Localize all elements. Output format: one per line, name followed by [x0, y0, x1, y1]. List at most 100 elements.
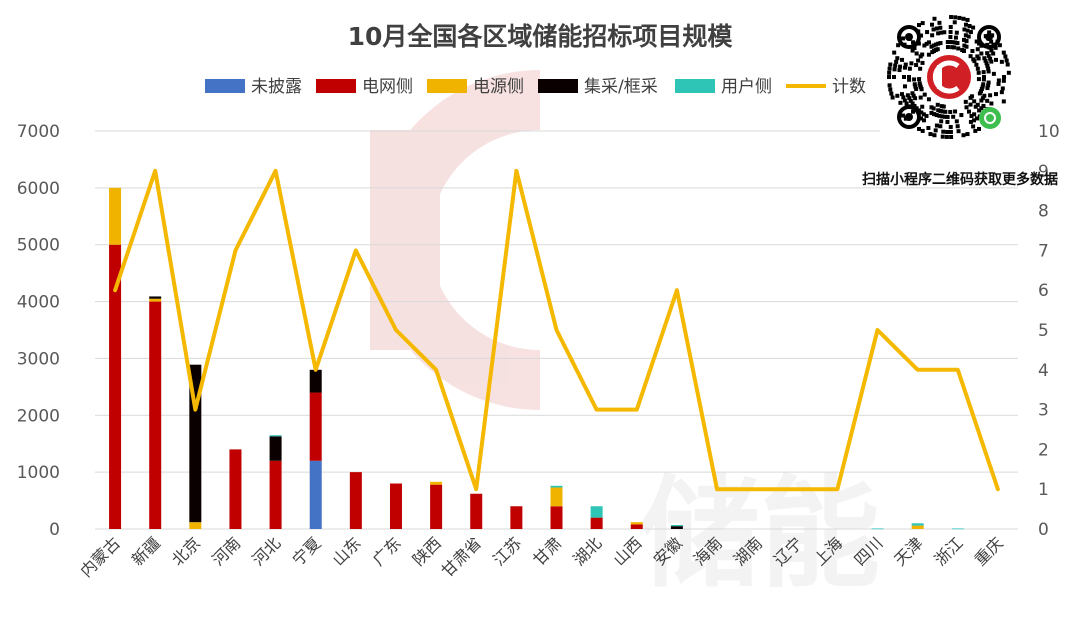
qr-dot	[1004, 58, 1009, 63]
qr-dot	[991, 51, 996, 56]
qr-dot	[969, 113, 974, 118]
qr-dot	[982, 56, 987, 61]
bar-segment	[470, 493, 483, 529]
qr-dot	[917, 77, 922, 82]
qr-dot	[901, 95, 906, 100]
qr-dot	[932, 133, 937, 138]
qr-dot	[907, 96, 912, 101]
qr-dot	[921, 112, 926, 117]
qr-dot	[993, 45, 998, 50]
right-tick-label: 4	[1038, 361, 1049, 381]
legend-swatch	[538, 79, 578, 93]
qr-dot	[961, 16, 966, 21]
mini-program-icon	[979, 107, 1001, 129]
qr-dot	[971, 124, 976, 129]
qr-finder-icon	[897, 25, 921, 49]
qr-dot	[952, 20, 957, 25]
bar-segment	[510, 506, 523, 529]
qr-dot	[920, 52, 925, 57]
qr-dot	[932, 112, 937, 117]
qr-dot	[938, 25, 943, 30]
qr-dot	[963, 99, 968, 104]
qr-dot	[935, 102, 940, 107]
qr-caption: 扫描小程序二维码获取更多数据	[862, 171, 1058, 188]
qr-dot	[912, 46, 917, 51]
qr-code[interactable]	[880, 12, 1018, 142]
qr-dot	[943, 109, 948, 114]
bar-segment	[349, 472, 362, 529]
qr-dot	[911, 109, 916, 114]
qr-dot	[930, 33, 935, 38]
qr-dot	[952, 45, 957, 50]
bar-segment	[670, 525, 683, 527]
qr-dot	[982, 75, 986, 79]
qr-dot	[1000, 86, 1005, 91]
bar-segment	[670, 526, 683, 529]
right-tick-label: 5	[1038, 321, 1049, 341]
qr-dot	[977, 126, 981, 131]
category-label: 新疆	[128, 533, 164, 569]
right-tick-label: 3	[1038, 401, 1049, 421]
category-label: 甘肃省	[438, 533, 485, 580]
qr-dot	[988, 56, 993, 61]
qr-dot	[939, 119, 944, 124]
qr-dot	[892, 67, 897, 72]
qr-dot	[961, 133, 966, 138]
qr-dot	[976, 56, 981, 61]
qr-dot	[962, 43, 967, 48]
qr-dot	[964, 44, 969, 49]
qr-finder-icon	[977, 25, 1001, 49]
qr-dot	[922, 92, 927, 97]
qr-dot	[917, 81, 922, 86]
qr-dot	[948, 109, 953, 114]
bar-segment	[590, 506, 603, 518]
qr-finder-dot	[985, 33, 993, 41]
qr-dot	[910, 48, 915, 53]
left-tick-label: 0	[49, 520, 60, 540]
qr-dot	[909, 61, 914, 66]
right-tick-label: 8	[1038, 202, 1049, 222]
qr-dot	[892, 50, 897, 55]
qr-dot	[955, 124, 960, 129]
legend-label: 电源侧	[473, 77, 524, 97]
category-label: 北京	[168, 533, 204, 569]
right-tick-label: 1	[1038, 480, 1049, 500]
qr-dot	[892, 75, 896, 79]
qr-dot	[974, 116, 979, 121]
qr-dot	[912, 77, 917, 82]
qr-dot	[986, 80, 991, 85]
qr-dot	[945, 119, 950, 124]
qr-dot	[948, 35, 953, 40]
qr-dot	[920, 104, 925, 109]
category-label: 天津	[890, 533, 926, 569]
qr-dot	[968, 95, 973, 100]
left-tick-label: 1000	[17, 463, 60, 483]
qr-dot	[912, 82, 917, 87]
right-tick-label: 6	[1038, 281, 1049, 301]
qr-dot	[973, 104, 978, 109]
left-tick-label: 5000	[17, 236, 60, 256]
qr-dot	[930, 22, 935, 27]
bar-segment	[189, 522, 202, 529]
watermark-text: 储能	[640, 465, 880, 604]
count-line-series	[113, 168, 1000, 492]
qr-dot	[996, 78, 1001, 83]
qr-dot	[981, 103, 986, 108]
qr-dot	[926, 52, 931, 57]
qr-dot	[955, 41, 960, 46]
qr-dot	[924, 113, 929, 118]
qr-dot	[931, 106, 936, 111]
qr-dot	[979, 98, 984, 103]
legend-swatch	[205, 79, 245, 93]
qr-dot	[914, 51, 919, 56]
qr-dot	[984, 61, 989, 66]
bar-segment	[149, 296, 162, 299]
qr-dot	[913, 84, 918, 89]
qr-dot	[980, 84, 985, 89]
right-tick-label: 0	[1038, 520, 1049, 540]
qr-dot	[979, 51, 984, 56]
left-tick-label: 3000	[17, 349, 60, 369]
qr-dot	[908, 98, 913, 103]
bar-segment	[309, 392, 322, 461]
